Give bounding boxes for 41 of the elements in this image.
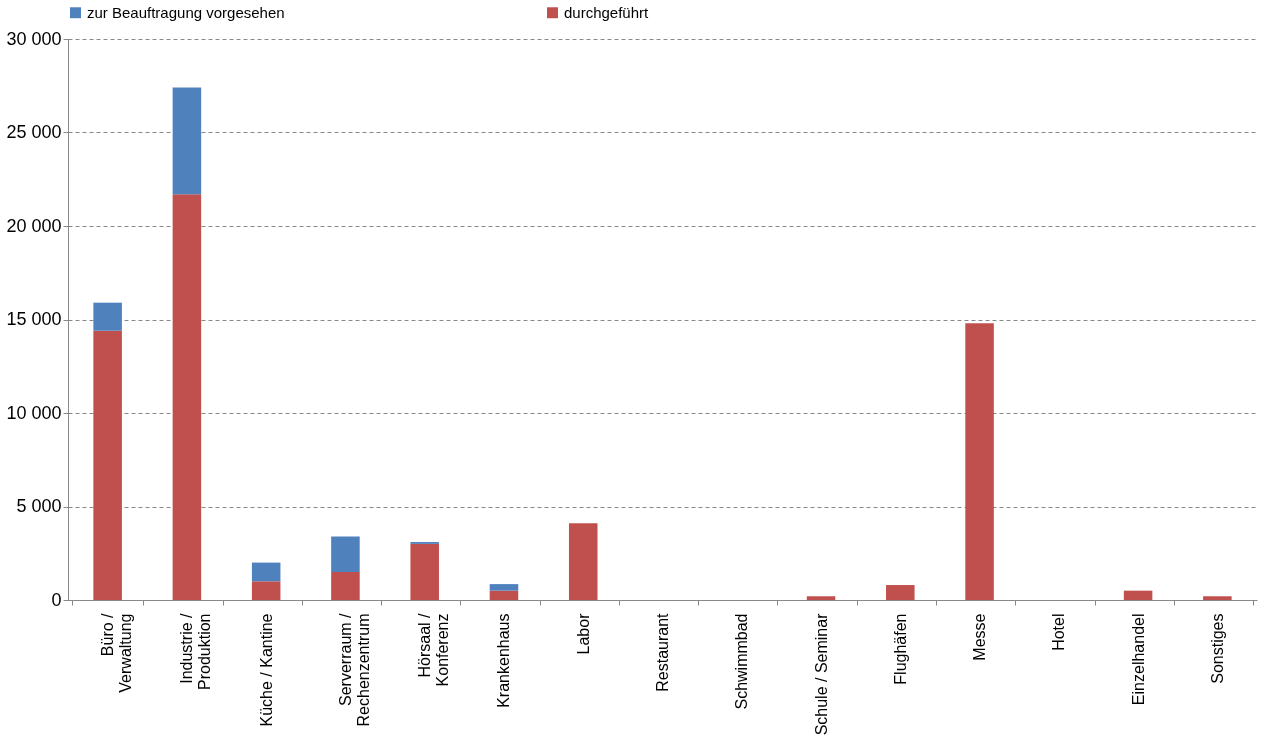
bar [93, 302, 122, 331]
x-tick-label: Schwimmbad [733, 613, 751, 710]
y-tick-label: 10 000 [6, 402, 62, 423]
y-tick-label: 25 000 [6, 122, 62, 142]
legend-label: durchgeführt [564, 3, 650, 21]
x-tick-label: Hotel [1050, 613, 1068, 651]
bar [489, 584, 519, 591]
bar [251, 581, 281, 600]
bar [806, 596, 836, 600]
bar [410, 543, 439, 600]
x-tick-label: Labor [574, 612, 592, 655]
x-tick-label: Krankenhaus [495, 613, 513, 708]
x-tick-label: Hörsaal / Konferenz [416, 612, 452, 687]
y-tick-label: 0 [51, 589, 62, 610]
x-tick-label: Schule / Seminar [812, 612, 830, 736]
x-tick-label: Flughäfen [891, 613, 909, 685]
x-tick-label: Sonstiges [1208, 613, 1226, 684]
bar [93, 330, 122, 600]
bar [489, 590, 519, 600]
y-tick-label: 20 000 [6, 215, 62, 236]
bar [172, 194, 202, 600]
bar [1123, 590, 1153, 600]
bar [965, 323, 994, 600]
bar [331, 571, 360, 600]
bar [331, 536, 360, 572]
x-tick-label: Büro / Verwaltung [99, 612, 135, 693]
bar [172, 87, 202, 195]
x-tick-label: Serverraum / Rechenzentrum [336, 612, 372, 727]
x-tick-label: Industrie / Produktion [178, 612, 214, 690]
x-tick-label: Messe [971, 613, 989, 661]
x-tick-label: Einzelhandel [1129, 613, 1147, 706]
x-tick-label: Küche / Kantine [257, 613, 275, 727]
x-tick-label: Restaurant [654, 612, 671, 692]
y-tick-label: 5 000 [16, 496, 62, 516]
y-tick-label: 30 000 [6, 28, 62, 49]
bar [251, 562, 281, 582]
bar [886, 585, 915, 600]
y-tick-label: 15 000 [6, 309, 62, 329]
bar [1203, 596, 1232, 600]
legend-label: zur Beauftragung vorgesehen [87, 3, 285, 21]
bar [568, 523, 598, 600]
